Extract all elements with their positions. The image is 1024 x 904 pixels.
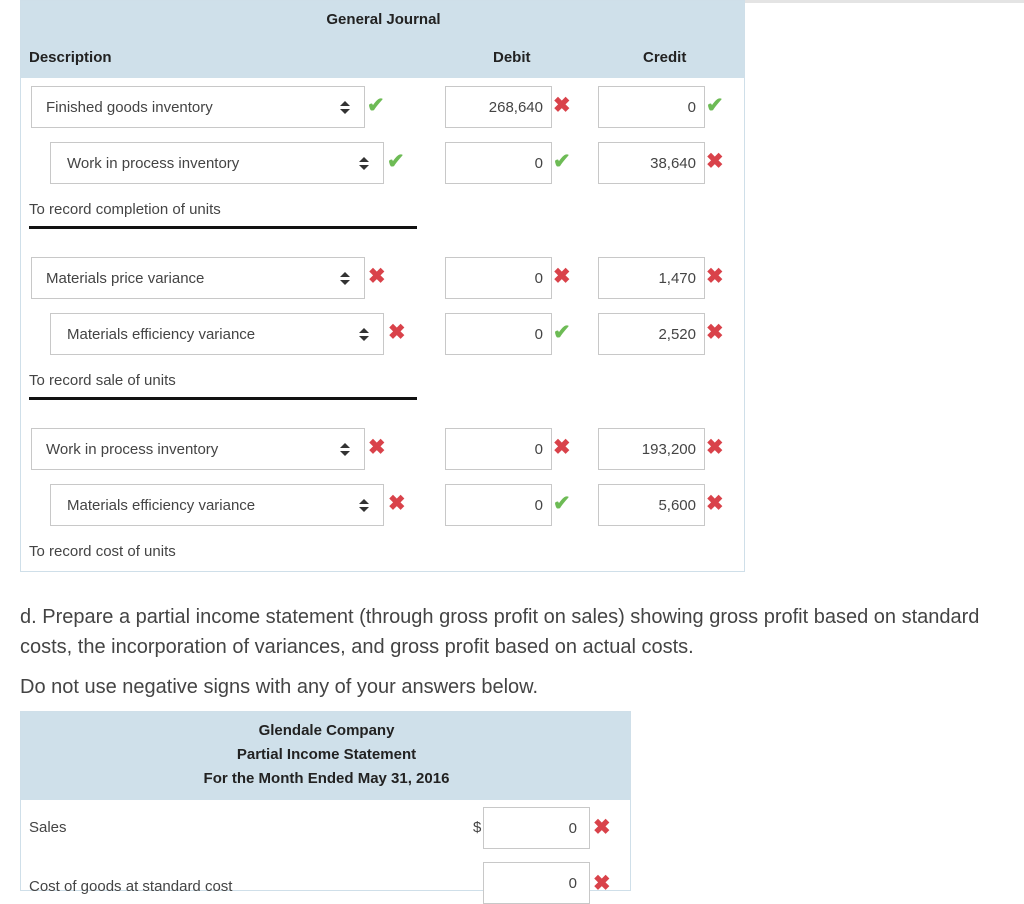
- debit-input[interactable]: 0: [445, 484, 552, 526]
- cross-icon: ✖: [706, 492, 724, 515]
- journal-entry-row: Materials efficiency variance ✖ 0 ✔ 5,60…: [21, 484, 744, 528]
- check-icon: ✔: [706, 94, 724, 117]
- account-select[interactable]: Materials efficiency variance: [50, 484, 384, 526]
- description-column-header: Description: [29, 49, 112, 66]
- general-journal-table: General Journal Description Debit Credit…: [20, 0, 745, 572]
- credit-input[interactable]: 2,520: [598, 313, 705, 355]
- income-statement-header: Glendale Company Partial Income Statemen…: [21, 712, 630, 800]
- account-select[interactable]: Finished goods inventory: [31, 86, 365, 128]
- account-select-value: Materials efficiency variance: [67, 497, 256, 514]
- statement-period: For the Month Ended May 31, 2016: [203, 770, 450, 787]
- cross-icon: ✖: [706, 436, 724, 459]
- check-icon: ✔: [553, 321, 571, 344]
- account-select-value: Work in process inventory: [67, 155, 240, 172]
- cross-icon: ✖: [706, 321, 724, 344]
- updown-arrows-icon: [359, 499, 369, 513]
- cross-icon: ✖: [553, 94, 571, 117]
- entry-divider: [29, 397, 417, 400]
- cross-icon: ✖: [388, 321, 406, 344]
- entry-note: To record sale of units: [29, 372, 176, 389]
- account-select-value: Materials price variance: [46, 270, 205, 287]
- account-select-value: Finished goods inventory: [46, 99, 213, 116]
- check-icon: ✔: [553, 492, 571, 515]
- debit-input[interactable]: 0: [445, 313, 552, 355]
- credit-input[interactable]: 38,640: [598, 142, 705, 184]
- entry-divider: [29, 226, 417, 229]
- journal-title: General Journal: [326, 11, 441, 28]
- currency-symbol: $: [473, 819, 482, 836]
- journal-entry-row: Materials price variance ✖ 0 ✖ 1,470 ✖: [21, 257, 744, 301]
- account-select[interactable]: Materials efficiency variance: [50, 313, 384, 355]
- journal-entry-row: Work in process inventory ✔ 0 ✔ 38,640 ✖: [21, 142, 744, 186]
- debit-input[interactable]: 0: [445, 142, 552, 184]
- journal-entry-row: Finished goods inventory ✔ 268,640 ✖ 0 ✔: [21, 86, 744, 130]
- debit-input[interactable]: 268,640: [445, 86, 552, 128]
- journal-header: General Journal Description Debit Credit: [21, 1, 744, 78]
- part-d-instructions: d. Prepare a partial income statement (t…: [20, 606, 980, 658]
- cross-icon: ✖: [553, 265, 571, 288]
- sales-label: Sales: [29, 819, 67, 836]
- income-statement-table: Glendale Company Partial Income Statemen…: [20, 711, 631, 904]
- updown-arrows-icon: [340, 272, 350, 286]
- journal-entry-row: Work in process inventory ✖ 0 ✖ 193,200 …: [21, 428, 744, 472]
- credit-input[interactable]: 0: [598, 86, 705, 128]
- top-divider: [745, 0, 1024, 3]
- credit-column-header: Credit: [643, 49, 687, 66]
- credit-input[interactable]: 193,200: [598, 428, 705, 470]
- cross-icon: ✖: [553, 436, 571, 459]
- credit-input[interactable]: 1,470: [598, 257, 705, 299]
- account-select[interactable]: Materials price variance: [31, 257, 365, 299]
- sales-input[interactable]: 0: [483, 807, 590, 849]
- cost-of-goods-label: Cost of goods at standard cost: [29, 878, 233, 895]
- updown-arrows-icon: [340, 443, 350, 457]
- account-select-value: Materials efficiency variance: [67, 326, 256, 343]
- entry-note: To record cost of units: [29, 543, 176, 560]
- updown-arrows-icon: [359, 328, 369, 342]
- cross-icon: ✖: [368, 265, 386, 288]
- account-select[interactable]: Work in process inventory: [50, 142, 384, 184]
- check-icon: ✔: [553, 150, 571, 173]
- negative-signs-note: Do not use negative signs with any of yo…: [20, 676, 539, 698]
- updown-arrows-icon: [340, 101, 350, 115]
- cross-icon: ✖: [593, 872, 611, 895]
- cross-icon: ✖: [706, 265, 724, 288]
- debit-input[interactable]: 0: [445, 428, 552, 470]
- check-icon: ✔: [367, 94, 385, 117]
- account-select[interactable]: Work in process inventory: [31, 428, 365, 470]
- debit-column-header: Debit: [493, 49, 531, 66]
- cross-icon: ✖: [593, 816, 611, 839]
- journal-entry-row: Materials efficiency variance ✖ 0 ✔ 2,52…: [21, 313, 744, 357]
- company-name: Glendale Company: [258, 722, 395, 739]
- credit-input[interactable]: 5,600: [598, 484, 705, 526]
- cost-of-goods-input[interactable]: 0: [483, 862, 590, 904]
- debit-input[interactable]: 0: [445, 257, 552, 299]
- entry-note: To record completion of units: [29, 201, 221, 218]
- statement-title: Partial Income Statement: [236, 746, 417, 763]
- cross-icon: ✖: [706, 150, 724, 173]
- cross-icon: ✖: [368, 436, 386, 459]
- updown-arrows-icon: [359, 157, 369, 171]
- cross-icon: ✖: [388, 492, 406, 515]
- check-icon: ✔: [387, 150, 405, 173]
- account-select-value: Work in process inventory: [46, 441, 219, 458]
